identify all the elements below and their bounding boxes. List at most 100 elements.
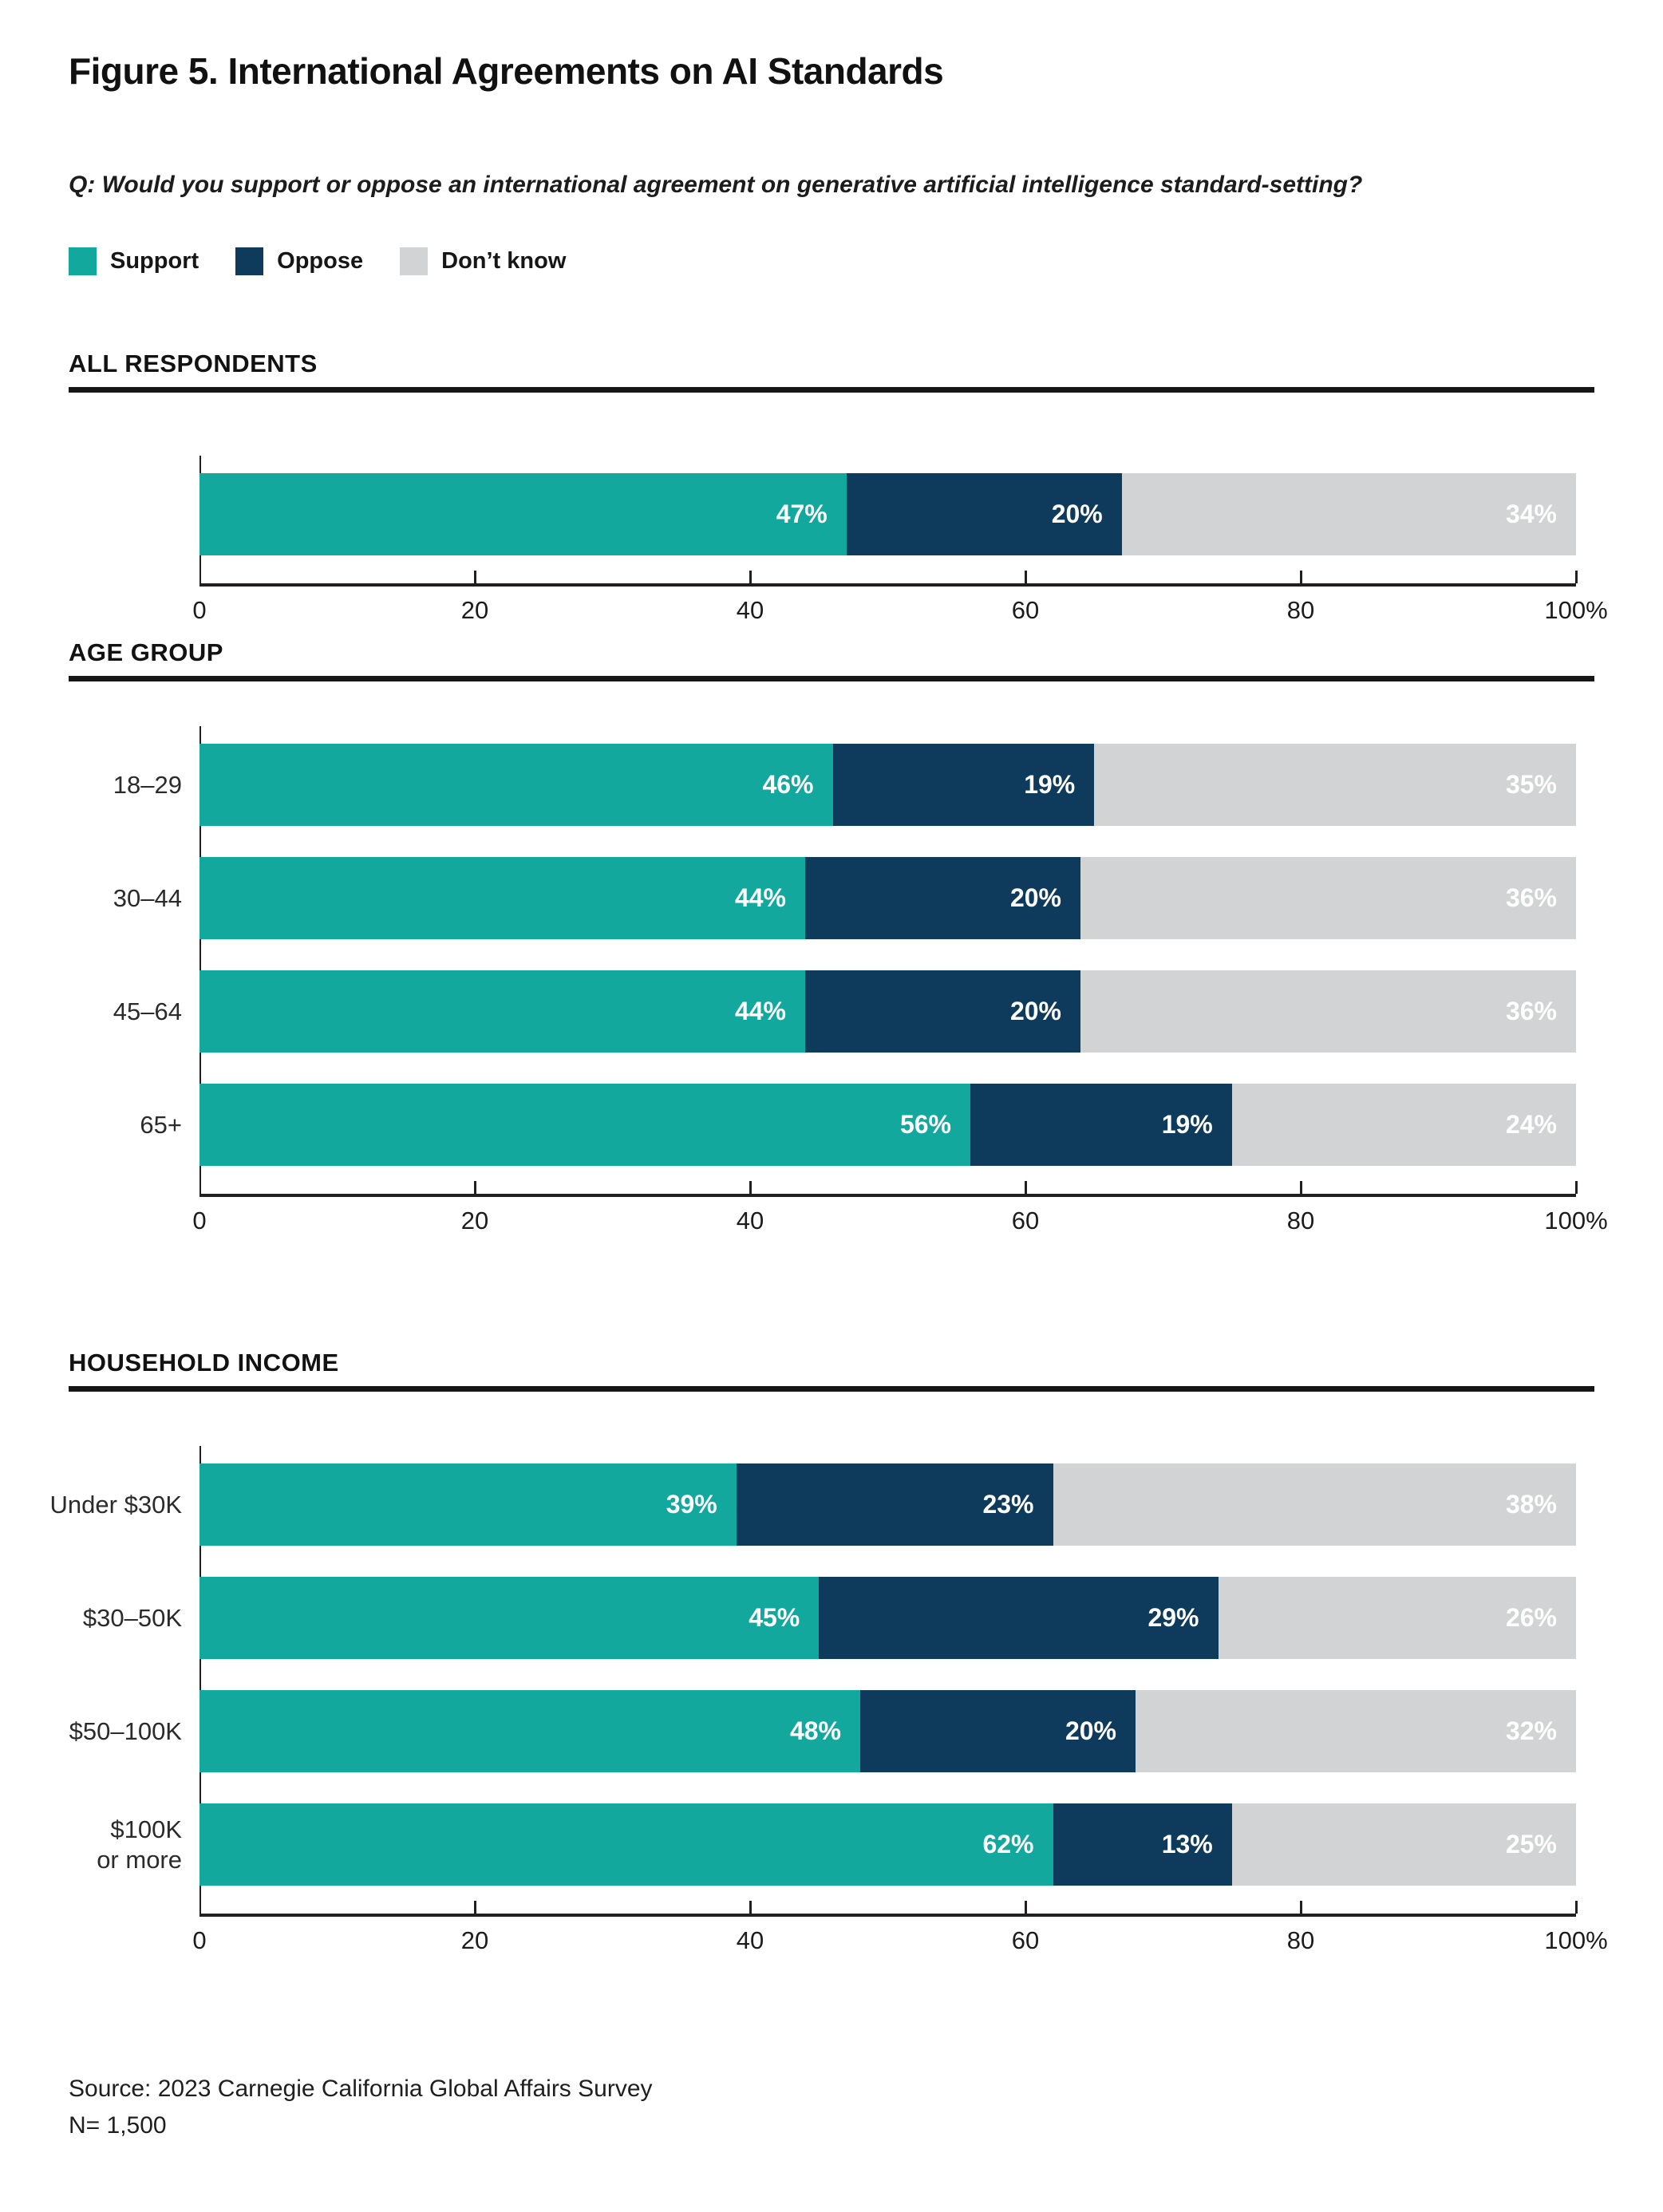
bar-value-label: 36% — [1505, 883, 1557, 912]
chart-section-all-respondents: ALL RESPONDENTS 47% 20% 34% 0 20 40 60 80 100% — [69, 349, 1608, 626]
bar-rows: 47% 20% 34% — [199, 393, 1576, 555]
legend-label: Don’t know — [441, 248, 567, 274]
x-axis — [199, 1901, 1578, 1917]
oppose-swatch-icon — [235, 247, 264, 275]
x-axis-tick — [1025, 1181, 1027, 1194]
bar-value-label: 39% — [666, 1490, 717, 1519]
x-axis-tick-label: 40 — [736, 596, 764, 624]
x-axis-tick-label: 20 — [460, 596, 489, 624]
section-title: ALL RESPONDENTS — [69, 350, 318, 377]
bar-value-label: 24% — [1505, 1110, 1557, 1139]
bar-rows: Under $30K 39% 23% 38% $30–50K 45% 29% 26% $50–1… — [50, 1392, 1576, 1886]
chart-section-household-income: HOUSEHOLD INCOME Under $30K 39% 23% 38% $30–5… — [50, 1348, 1608, 1957]
bar-value-label: 44% — [734, 883, 786, 912]
bar-segment-oppose: 20% — [860, 1690, 1136, 1772]
x-axis-tick-label: 60 — [1011, 1207, 1040, 1234]
bar-segment-don-t-know: 35% — [1094, 744, 1576, 826]
bar-segment-don-t-know: 36% — [1080, 970, 1576, 1053]
x-axis-tick-labels: 0 20 40 60 80 100% — [192, 596, 1607, 626]
x-axis-tick-label: 100% — [1544, 596, 1608, 624]
bar-track: 44% 20% 36% — [199, 857, 1576, 939]
bar-segment-don-t-know: 38% — [1053, 1463, 1576, 1546]
legend-label: Oppose — [277, 248, 364, 274]
x-axis-tick — [1575, 571, 1578, 583]
x-axis-tick-label: 0 — [192, 596, 207, 624]
bar-value-label: 25% — [1505, 1830, 1557, 1858]
figure-title: Figure 5. International Agreements on AI… — [69, 50, 944, 92]
bar-track: 47% 20% 34% — [199, 473, 1576, 555]
support-swatch-icon — [69, 247, 97, 275]
x-axis-tick-labels: 0 20 40 60 80 100% — [192, 1926, 1607, 1957]
bar-segment-don-t-know: 32% — [1136, 1690, 1576, 1772]
bar-value-label: 32% — [1505, 1716, 1557, 1745]
bar-value-label: 56% — [899, 1110, 951, 1139]
bar-value-label: 35% — [1505, 770, 1557, 799]
bar-value-label: 20% — [1009, 997, 1061, 1025]
bar-row: 45–64 44% 20% 36% — [113, 970, 1576, 1053]
bar-segment-support: 56% — [199, 1084, 970, 1166]
bar-row: $50–100K 48% 20% 32% — [69, 1690, 1576, 1772]
bar-value-label: 19% — [1161, 1110, 1213, 1139]
plot-area: 47% 20% 34% 0 20 40 60 80 100% — [192, 393, 1608, 626]
bar-segment-oppose: 23% — [736, 1463, 1053, 1546]
bar-segment-don-t-know: 26% — [1218, 1577, 1576, 1659]
row-label: $100K or more — [97, 1815, 182, 1874]
bar-segment-don-t-know: 34% — [1121, 473, 1576, 555]
bar-value-label: 20% — [1009, 883, 1061, 912]
row-label: 45–64 — [113, 997, 182, 1025]
section-divider — [69, 676, 1594, 681]
bar-segment-support: 44% — [199, 857, 805, 939]
bar-value-label: 20% — [1065, 1716, 1116, 1745]
bar-segment-oppose: 13% — [1053, 1803, 1232, 1886]
x-axis — [199, 1181, 1578, 1197]
y-axis-line — [199, 726, 201, 1197]
x-axis-tick — [749, 1181, 752, 1194]
legend-item-dont-know: Don’t know — [400, 247, 566, 275]
x-axis-tick — [749, 1901, 752, 1914]
bar-row: 30–44 44% 20% 36% — [113, 857, 1576, 939]
sample-size-line: N= 1,500 — [69, 2112, 167, 2139]
x-axis-tick — [1025, 1901, 1027, 1914]
bar-segment-don-t-know: 25% — [1231, 1803, 1576, 1886]
bar-segment-support: 46% — [199, 744, 833, 826]
bar-segment-oppose: 20% — [805, 970, 1080, 1053]
row-label: 18–29 — [113, 770, 182, 799]
bar-segment-support: 62% — [199, 1803, 1053, 1886]
x-axis-tick — [749, 571, 752, 583]
bar-row: 65+ 56% 19% 24% — [140, 1084, 1576, 1166]
bar-segment-oppose: 20% — [805, 857, 1080, 939]
row-label: Under $30K — [49, 1490, 182, 1519]
bar-value-label: 46% — [762, 770, 814, 799]
legend: Support Oppose Don’t know — [69, 247, 1594, 275]
x-axis-tick-label: 80 — [1286, 1207, 1315, 1234]
chart-section-age-group: AGE GROUP 18–29 46% 19% 35% 30–44 44% 20% 36% 45–… — [69, 638, 1608, 1237]
bar-value-label: 13% — [1161, 1830, 1213, 1858]
x-axis-tick-label: 100% — [1544, 1207, 1608, 1234]
bar-value-label: 48% — [789, 1716, 841, 1745]
row-label: 65+ — [140, 1110, 182, 1139]
x-axis-tick-label: 20 — [460, 1207, 489, 1234]
x-axis-tick — [474, 1901, 476, 1914]
x-axis-tick-label: 80 — [1286, 596, 1315, 624]
x-axis-tick-labels: 0 20 40 60 80 100% — [192, 1207, 1607, 1237]
x-axis-tick — [1575, 1181, 1578, 1194]
x-axis-tick — [1300, 1901, 1302, 1914]
x-axis-tick — [1575, 1901, 1578, 1914]
section-title: AGE GROUP — [69, 638, 223, 666]
x-axis-tick-label: 80 — [1286, 1926, 1315, 1954]
bar-value-label: 29% — [1148, 1603, 1199, 1632]
source-line: Source: 2023 Carnegie California Global … — [69, 2076, 653, 2102]
legend-item-support: Support — [69, 247, 199, 275]
x-axis-tick-label: 40 — [736, 1207, 764, 1234]
bar-row: $100K or more 62% 13% 25% — [97, 1803, 1576, 1886]
bar-row: 18–29 46% 19% 35% — [113, 744, 1576, 826]
section-divider — [69, 1386, 1594, 1392]
x-axis-tick-label: 0 — [192, 1926, 207, 1954]
bar-value-label: 36% — [1505, 997, 1557, 1025]
bar-segment-oppose: 29% — [819, 1577, 1219, 1659]
bar-track: 39% 23% 38% — [199, 1463, 1576, 1546]
bar-segment-oppose: 19% — [832, 744, 1095, 826]
bar-track: 56% 19% 24% — [199, 1084, 1576, 1166]
source-note: Source: 2023 Carnegie California Global … — [69, 2071, 1594, 2144]
x-axis-tick — [1025, 571, 1027, 583]
